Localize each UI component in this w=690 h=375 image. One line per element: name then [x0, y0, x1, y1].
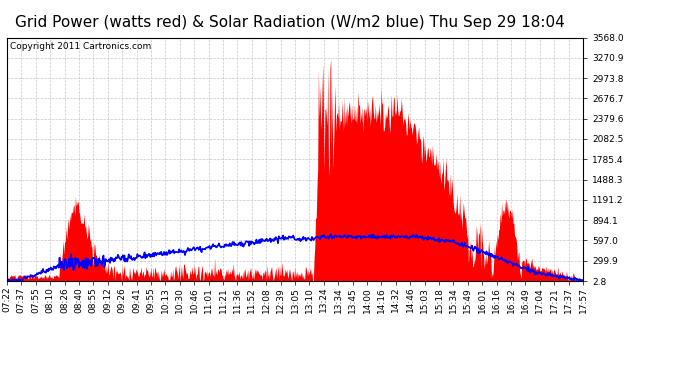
Text: Copyright 2011 Cartronics.com: Copyright 2011 Cartronics.com — [10, 42, 151, 51]
Text: Grid Power (watts red) & Solar Radiation (W/m2 blue) Thu Sep 29 18:04: Grid Power (watts red) & Solar Radiation… — [15, 15, 564, 30]
